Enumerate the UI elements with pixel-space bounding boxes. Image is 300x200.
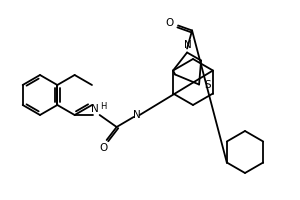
Text: O: O	[100, 143, 108, 153]
Text: H: H	[100, 102, 106, 111]
Text: N: N	[184, 40, 192, 50]
Text: S: S	[204, 79, 211, 90]
Text: O: O	[166, 19, 174, 28]
Text: N: N	[91, 104, 98, 114]
Text: N: N	[133, 110, 140, 120]
